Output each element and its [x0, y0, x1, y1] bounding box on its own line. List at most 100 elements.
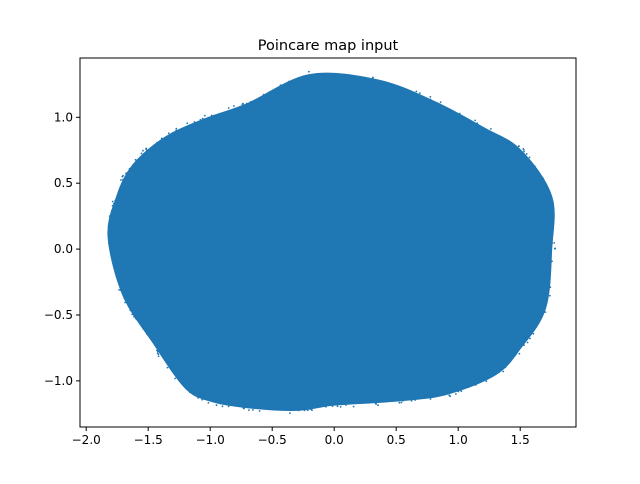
scatter-point: [157, 355, 160, 358]
scatter-point: [199, 118, 202, 121]
scatter-point: [356, 399, 358, 402]
scatter-point: [154, 147, 157, 150]
scatter-point: [252, 409, 254, 411]
scatter-point: [129, 170, 132, 172]
scatter-point: [429, 95, 432, 98]
scatter-point: [117, 197, 119, 199]
scatter-point: [552, 202, 554, 204]
scatter-point: [517, 344, 520, 346]
scatter-point: [112, 202, 115, 205]
scatter-point: [439, 101, 442, 104]
scatter-point: [124, 301, 126, 304]
scatter-point: [504, 359, 507, 361]
scatter-point: [525, 153, 528, 155]
scatter-point: [331, 405, 334, 407]
scatter-point: [243, 407, 245, 410]
scatter-point: [348, 400, 351, 403]
scatter-point: [340, 401, 343, 403]
scatter-point: [188, 124, 190, 127]
scatter-point: [226, 402, 229, 405]
scatter-point: [124, 184, 127, 187]
scatter-point: [551, 242, 553, 245]
scatter-point: [526, 162, 528, 165]
scatter-point: [364, 79, 366, 82]
scatter-point: [526, 158, 529, 161]
scatter-point: [547, 242, 550, 245]
scatter-point: [189, 386, 192, 389]
scatter-point: [115, 266, 118, 268]
scatter-point: [201, 122, 204, 124]
scatter-point: [551, 260, 553, 263]
scatter-point: [464, 116, 467, 119]
scatter-point: [135, 163, 138, 166]
scatter-point: [110, 210, 113, 212]
scatter-point: [508, 357, 511, 360]
scatter-point: [118, 196, 121, 199]
scatter-point: [193, 121, 196, 123]
scatter-point: [502, 370, 505, 373]
scatter-point: [227, 107, 230, 109]
scatter-point: [193, 391, 196, 394]
scatter-point: [272, 408, 275, 411]
scatter-point: [280, 87, 283, 90]
scatter-point: [352, 405, 355, 408]
x-tick-label: −1.5: [134, 433, 163, 447]
scatter-point: [547, 281, 550, 284]
scatter-point: [124, 180, 127, 183]
scatter-point: [248, 409, 250, 411]
scatter-point: [210, 114, 213, 117]
scatter-point: [203, 398, 206, 400]
scatter-point: [510, 143, 512, 146]
scatter-point: [108, 242, 110, 245]
scatter-point: [328, 77, 331, 80]
scatter-point: [477, 380, 479, 382]
scatter-point: [174, 377, 177, 380]
scatter-point: [410, 397, 413, 400]
scatter-point: [336, 405, 339, 408]
scatter-point: [457, 390, 460, 393]
scatter-point: [404, 396, 407, 399]
scatter-point: [545, 293, 547, 295]
scatter-point: [398, 401, 401, 404]
scatter-point: [466, 120, 469, 122]
scatter-point: [139, 320, 142, 323]
scatter-point: [540, 316, 543, 318]
scatter-point: [116, 274, 118, 277]
scatter-point: [146, 333, 149, 336]
scatter-point: [303, 405, 306, 408]
scatter-point: [543, 302, 545, 304]
scatter-point: [166, 366, 169, 369]
scatter-point: [197, 397, 199, 399]
scatter-point: [396, 87, 399, 90]
scatter-point: [371, 77, 374, 80]
scatter-point: [414, 399, 417, 401]
scatter-point: [226, 112, 229, 115]
scatter-point: [262, 97, 264, 100]
scatter-point: [166, 136, 169, 139]
scatter-point: [451, 112, 454, 114]
scatter-point: [532, 332, 535, 335]
scatter-point: [461, 116, 463, 119]
x-tick-label: 0.0: [325, 433, 344, 447]
x-axis: −2.0 −1.5 −1.0 −0.5 0.0 0.5 1.0 1.5: [72, 427, 530, 447]
scatter-point: [137, 160, 139, 163]
scatter-point: [156, 350, 159, 353]
y-axis: −1.0 −0.5 0.0 0.5 1.0: [44, 110, 80, 388]
scatter-point: [423, 97, 425, 100]
scatter-point: [546, 287, 549, 290]
scatter-point: [245, 403, 248, 406]
scatter-point: [140, 157, 143, 159]
scatter-point: [122, 188, 125, 190]
scatter-point: [156, 141, 158, 144]
scatter-point: [402, 399, 404, 402]
scatter-point: [133, 313, 136, 316]
scatter-point: [408, 90, 410, 93]
scatter-point: [292, 407, 295, 410]
scatter-point: [419, 92, 421, 94]
scatter-point: [159, 351, 161, 353]
scatter-point: [355, 80, 358, 83]
scatter-point: [114, 199, 117, 202]
scatter-point: [455, 393, 457, 395]
scatter-point: [241, 107, 244, 110]
scatter-point: [481, 127, 484, 130]
